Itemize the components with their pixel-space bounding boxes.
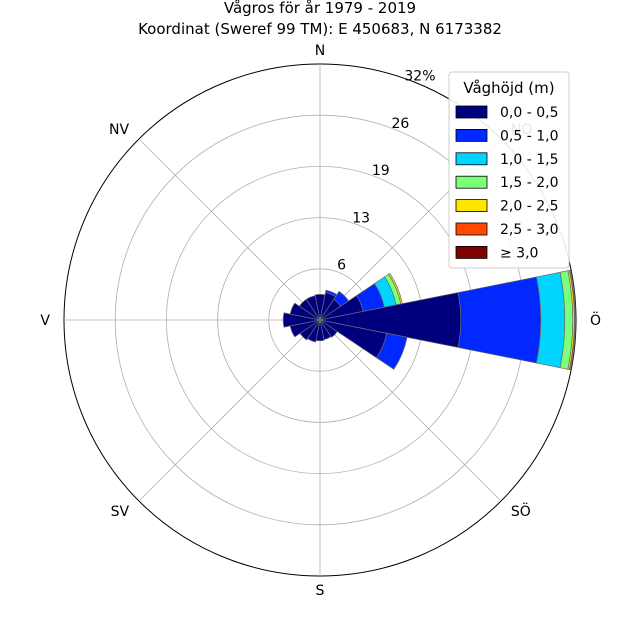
direction-label-2: Ö	[590, 311, 601, 329]
legend-box	[448, 71, 570, 269]
legend-swatch-5	[455, 222, 488, 236]
legend-swatch-0	[455, 105, 488, 119]
legend: Våghöjd (m) 0,0 - 0,5 0,5 - 1,0 1,0 - 1,5 1,…	[448, 71, 570, 269]
legend-label-2: 1,0 - 1,5	[500, 152, 558, 168]
direction-label-0: N	[315, 43, 325, 59]
rose-bar-5-1	[376, 332, 408, 370]
grid-spoke-7	[138, 138, 321, 321]
legend-swatch-2	[455, 152, 488, 166]
legend-swatch-4	[455, 199, 488, 213]
legend-label-5: 2,5 - 3,0	[500, 222, 558, 238]
grid-spoke-3	[319, 319, 502, 502]
rose-bar-15-0	[305, 295, 321, 321]
legend-label-1: 0,5 - 1,0	[500, 128, 558, 144]
rose-bars	[282, 269, 576, 371]
legend-label-0: 0,0 - 0,5	[500, 105, 558, 121]
ring-label-4: 32%	[404, 68, 435, 84]
rose-bar-6-0	[319, 319, 338, 338]
direction-label-5: SV	[111, 504, 130, 520]
direction-label-6: V	[40, 313, 50, 329]
chart-subtitle: Koordinat (Sweref 99 TM): E 450683, N 61…	[138, 20, 502, 38]
rose-bar-12-0	[282, 312, 321, 328]
ring-label-1: 13	[352, 210, 370, 226]
legend-swatch-6	[455, 245, 488, 259]
ring-label-0: 6	[337, 258, 346, 274]
legend-label-6: ≥ 3,0	[500, 245, 538, 261]
legend-label-3: 1,5 - 2,0	[500, 175, 558, 191]
direction-label-4: S	[316, 583, 325, 599]
rose-bar-13-0	[289, 302, 321, 321]
legend-label-4: 2,0 - 2,5	[500, 199, 558, 215]
direction-label-7: NV	[109, 122, 129, 138]
rose-bar-4-2	[536, 271, 566, 369]
rose-bar-4-1	[457, 276, 542, 364]
ring-label-2: 19	[372, 163, 390, 179]
grid-spoke-5	[138, 319, 321, 502]
direction-label-3: SÖ	[511, 502, 531, 520]
rose-bar-4-6	[569, 269, 576, 371]
ring-label-3: 26	[391, 116, 409, 132]
chart-title: Vågros för år 1979 - 2019	[224, 0, 416, 17]
legend-swatch-1	[455, 128, 488, 142]
legend-swatch-3	[455, 175, 488, 189]
legend-title: Våghöjd (m)	[463, 79, 554, 97]
